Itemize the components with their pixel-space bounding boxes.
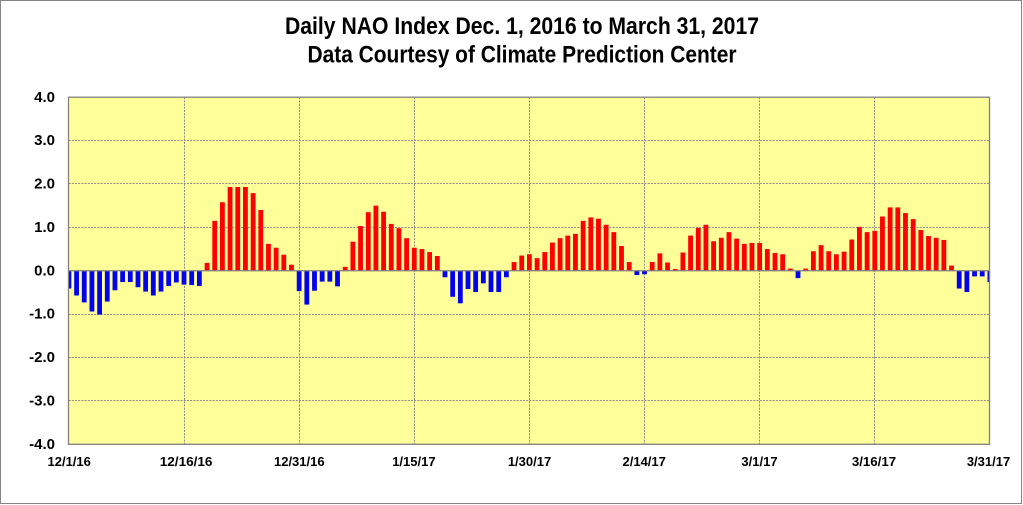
svg-text:2/14/17: 2/14/17 [623,454,666,469]
svg-text:-4.0: -4.0 [29,436,55,453]
svg-text:1/30/17: 1/30/17 [508,454,551,469]
svg-text:3/16/17: 3/16/17 [852,454,896,469]
svg-text:3/1/17: 3/1/17 [741,454,777,469]
svg-text:4.0: 4.0 [34,89,55,106]
svg-text:-3.0: -3.0 [29,393,55,410]
svg-text:0.0: 0.0 [34,262,55,279]
svg-text:Daily NAO Index Dec. 1, 2016 t: Daily NAO Index Dec. 1, 2016 to March 31… [285,13,759,40]
svg-text:1.0: 1.0 [34,219,55,236]
svg-text:12/16/16: 12/16/16 [160,454,213,469]
svg-text:3.0: 3.0 [34,132,55,149]
svg-text:Data Courtesy of Climate Predi: Data Courtesy of Climate Prediction Cent… [308,42,737,69]
svg-text:3/31/17: 3/31/17 [967,454,1010,469]
svg-text:12/31/16: 12/31/16 [274,454,325,469]
svg-text:-2.0: -2.0 [29,349,55,366]
svg-text:-1.0: -1.0 [29,306,55,323]
svg-text:1/15/17: 1/15/17 [392,454,435,469]
svg-text:12/1/16: 12/1/16 [48,454,91,469]
svg-text:2.0: 2.0 [34,176,55,193]
